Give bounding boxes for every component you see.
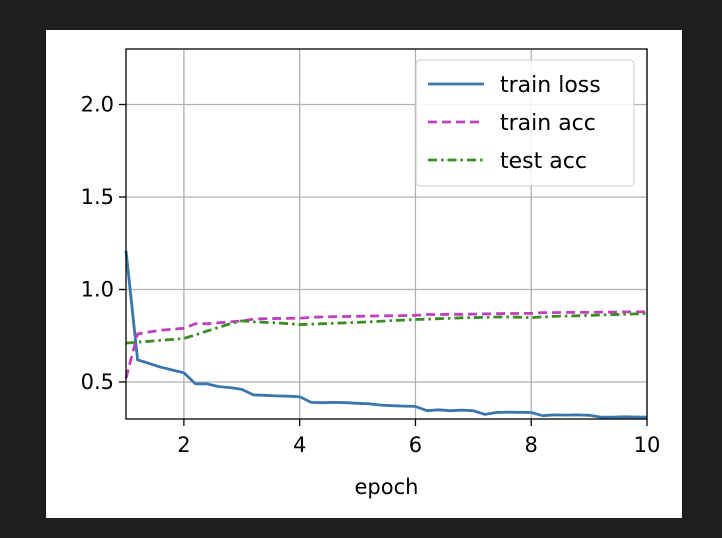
series-line-train-acc: [124, 310, 648, 379]
x-tick-label: 6: [409, 433, 422, 457]
legend-box: [415, 59, 635, 187]
legend-label: train loss: [500, 73, 601, 98]
y-tick-label: 1.5: [81, 185, 114, 209]
series-line-train-loss: [124, 250, 648, 419]
x-tick-label: 10: [634, 433, 661, 457]
legend-label: test acc: [500, 149, 587, 174]
y-tick-label: 2.0: [81, 93, 114, 117]
y-axis-ticks: 0.5 1.0 1.5 2.0: [81, 93, 126, 394]
legend: train loss train acc test acc: [415, 59, 635, 187]
series-lines: [124, 250, 648, 419]
x-tick-label: 2: [177, 433, 190, 457]
series-line-test-acc: [125, 312, 648, 345]
y-tick-label: 0.5: [81, 370, 114, 394]
legend-label: train acc: [500, 111, 596, 136]
x-tick-label: 8: [525, 433, 538, 457]
plot-frame: [125, 48, 648, 420]
y-tick-label: 1.0: [81, 278, 114, 302]
x-axis-label: epoch: [355, 475, 419, 499]
x-axis-ticks: 2 4 6 8 10: [177, 419, 660, 457]
legend-entries: train loss train acc test acc: [428, 73, 601, 174]
x-tick-label: 4: [293, 433, 306, 457]
